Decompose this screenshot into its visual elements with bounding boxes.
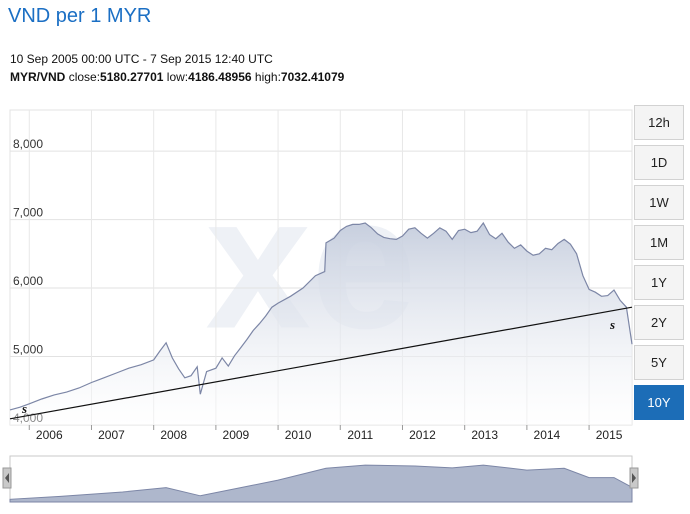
y-tick-label: 6,000	[13, 274, 43, 288]
navigator-scrollbar[interactable]	[0, 450, 690, 510]
price-chart[interactable]: xe4,0005,0006,0007,0008,0002006200720082…	[0, 90, 690, 445]
x-tick-label: 2014	[534, 428, 561, 442]
page-title: VND per 1 MYR	[8, 5, 152, 27]
pair-label: MYR/VND	[10, 70, 66, 84]
close-label: close:	[68, 70, 101, 84]
x-tick-label: 2008	[160, 428, 187, 442]
range-button-1m[interactable]: 1M	[634, 225, 684, 260]
x-tick-label: 2011	[347, 428, 373, 442]
low-value: 4186.48956	[188, 70, 252, 84]
x-tick-label: 2006	[36, 428, 63, 442]
stats-line: MYR/VND close:5180.27701 low:4186.48956 …	[10, 70, 344, 84]
range-button-12h[interactable]: 12h	[634, 105, 684, 140]
x-tick-label: 2009	[223, 428, 250, 442]
x-tick-label: 2010	[285, 428, 312, 442]
high-label: high:	[254, 70, 281, 84]
y-tick-label: 7,000	[13, 206, 43, 220]
chevron-right-icon	[632, 473, 636, 483]
range-button-1y[interactable]: 1Y	[634, 265, 684, 300]
trend-start-marker: s	[21, 401, 27, 416]
range-button-5y[interactable]: 5Y	[634, 345, 684, 380]
series-area	[10, 223, 632, 425]
navigator-area	[9, 464, 633, 503]
chevron-left-icon	[5, 473, 9, 483]
x-tick-label: 2007	[98, 428, 125, 442]
y-tick-label: 5,000	[13, 343, 43, 357]
low-label: low:	[166, 70, 189, 84]
date-range: 10 Sep 2005 00:00 UTC - 7 Sep 2015 12:40…	[10, 52, 273, 66]
high-value: 7032.41079	[280, 70, 345, 84]
close-value: 5180.27701	[100, 70, 164, 84]
range-button-10y[interactable]: 10Y	[634, 385, 684, 420]
x-tick-label: 2012	[409, 428, 436, 442]
trend-end-marker: s	[609, 317, 615, 332]
series-line	[9, 221, 633, 411]
y-tick-label: 8,000	[13, 137, 43, 151]
x-tick-label: 2013	[471, 428, 498, 442]
range-button-1w[interactable]: 1W	[634, 185, 684, 220]
trend-line	[9, 306, 633, 420]
range-button-2y[interactable]: 2Y	[634, 305, 684, 340]
x-tick-label: 2015	[596, 428, 623, 442]
range-button-1d[interactable]: 1D	[634, 145, 684, 180]
